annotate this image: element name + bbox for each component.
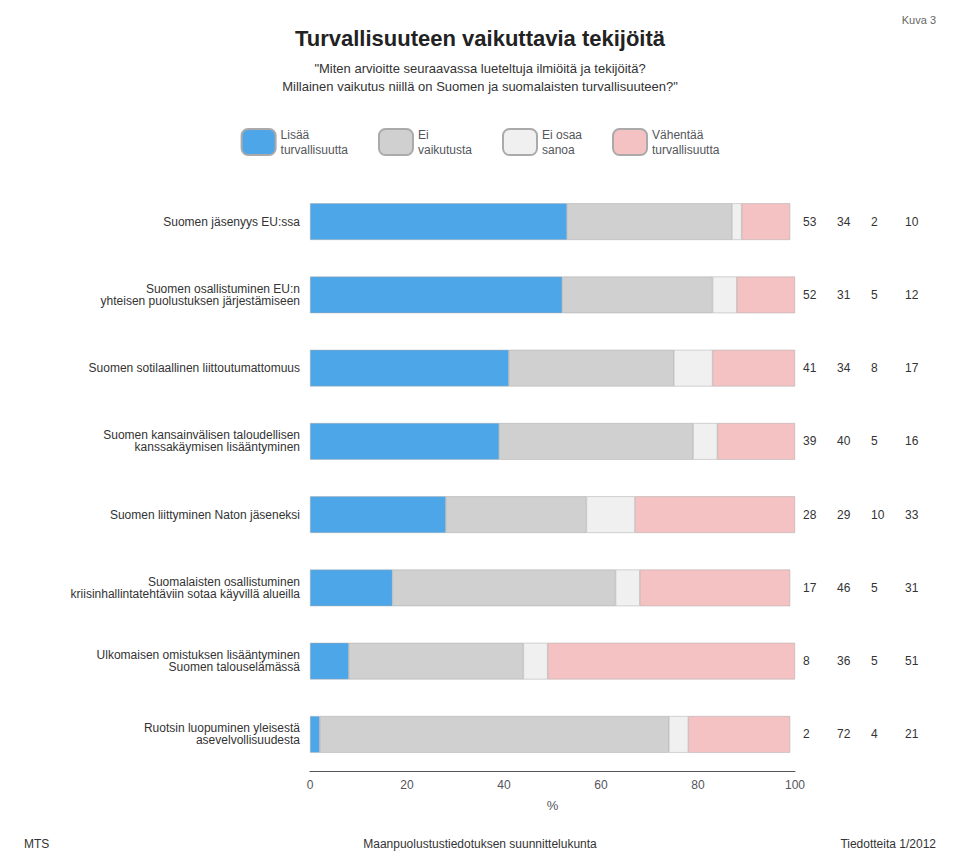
svg-text:8: 8: [871, 361, 878, 375]
svg-text:Suomen sotilaallinen liittoutu: Suomen sotilaallinen liittoutumattomuus: [89, 361, 300, 375]
svg-text:Suomalaisten osallistuminen: Suomalaisten osallistuminen: [147, 574, 300, 589]
svg-text:20: 20: [400, 778, 414, 792]
svg-text:asevelvollisuudesta: asevelvollisuudesta: [196, 733, 300, 747]
svg-text:Suomen liittyminen Naton jäsen: Suomen liittyminen Naton jäseneksi: [110, 508, 300, 522]
svg-text:0: 0: [307, 778, 314, 792]
svg-text:33: 33: [905, 508, 919, 522]
svg-text:52: 52: [803, 288, 817, 302]
svg-text:80: 80: [691, 778, 705, 792]
svg-text:51: 51: [905, 654, 919, 668]
svg-text:kanssakäymisen lisääntyminen: kanssakäymisen lisääntyminen: [135, 440, 300, 454]
svg-text:Ruotsin luopuminen yleisestä: Ruotsin luopuminen yleisestä: [143, 721, 300, 736]
svg-text:17: 17: [905, 361, 919, 375]
svg-text:53: 53: [803, 215, 817, 229]
svg-text:turvallisuutta: turvallisuutta: [652, 143, 720, 157]
svg-text:29: 29: [837, 508, 851, 522]
svg-text:34: 34: [837, 215, 851, 229]
svg-text:4: 4: [871, 727, 878, 741]
svg-text:10: 10: [905, 215, 919, 229]
svg-text:28: 28: [803, 508, 817, 522]
svg-text:100: 100: [785, 778, 805, 792]
svg-text:Suomen talouselämässä: Suomen talouselämässä: [169, 660, 301, 674]
svg-text:Maanpuolustustiedotuksen suunn: Maanpuolustustiedotuksen suunnittelukunt…: [363, 837, 597, 851]
svg-text:5: 5: [871, 288, 878, 302]
svg-text:12: 12: [905, 288, 919, 302]
svg-text:40: 40: [837, 434, 851, 448]
svg-text:2: 2: [871, 215, 878, 229]
svg-text:36: 36: [837, 654, 851, 668]
svg-text:MTS: MTS: [24, 837, 49, 851]
svg-text:Ei osaa: Ei osaa: [542, 128, 582, 142]
svg-text:kriisinhallintatehtäviin sotaa: kriisinhallintatehtäviin sotaa käyvillä …: [71, 587, 301, 601]
svg-text:vaikutusta: vaikutusta: [418, 143, 472, 157]
svg-text:5: 5: [871, 434, 878, 448]
svg-text:5: 5: [871, 581, 878, 595]
svg-text:"Miten arvioitte seuraavassa l: "Miten arvioitte seuraavassa lueteltuja …: [314, 61, 645, 76]
svg-text:Turvallisuuteen vaikuttavia te: Turvallisuuteen vaikuttavia tekijöitä: [295, 26, 666, 51]
svg-text:2: 2: [803, 727, 810, 741]
svg-text:Lisää: Lisää: [281, 128, 310, 142]
svg-text:Suomen osallistuminen EU:n: Suomen osallistuminen EU:n: [145, 281, 300, 296]
svg-text:17: 17: [803, 581, 817, 595]
svg-text:41: 41: [803, 361, 817, 375]
svg-text:60: 60: [594, 778, 608, 792]
svg-text:31: 31: [905, 581, 919, 595]
svg-text:40: 40: [497, 778, 511, 792]
svg-text:46: 46: [837, 581, 851, 595]
svg-text:5: 5: [871, 654, 878, 668]
svg-text:Ulkomaisen omistuksen lisäänty: Ulkomaisen omistuksen lisääntyminen: [96, 648, 300, 663]
svg-text:turvallisuutta: turvallisuutta: [281, 143, 349, 157]
svg-text:Kuva 3: Kuva 3: [902, 14, 936, 26]
svg-text:Millainen vaikutus niillä on S: Millainen vaikutus niillä on Suomen ja s…: [282, 79, 678, 94]
svg-text:Ei: Ei: [418, 128, 429, 142]
svg-text:39: 39: [803, 434, 817, 448]
svg-text:31: 31: [837, 288, 851, 302]
svg-text:sanoa: sanoa: [542, 143, 575, 157]
svg-text:34: 34: [837, 361, 851, 375]
svg-text:%: %: [547, 798, 559, 813]
svg-text:Suomen kansainvälisen taloudel: Suomen kansainvälisen taloudellisen: [103, 428, 300, 443]
svg-text:Suomen jäsenyys EU:ssa: Suomen jäsenyys EU:ssa: [163, 215, 300, 229]
svg-text:Vähentää: Vähentää: [652, 128, 704, 142]
svg-text:72: 72: [837, 727, 851, 741]
svg-text:21: 21: [905, 727, 919, 741]
svg-text:yhteisen puolustuksen järjestä: yhteisen puolustuksen järjestämiseen: [101, 294, 300, 308]
svg-text:16: 16: [905, 434, 919, 448]
svg-text:8: 8: [803, 654, 810, 668]
svg-text:Tiedotteita 1/2012: Tiedotteita 1/2012: [840, 837, 936, 851]
svg-text:10: 10: [871, 508, 885, 522]
